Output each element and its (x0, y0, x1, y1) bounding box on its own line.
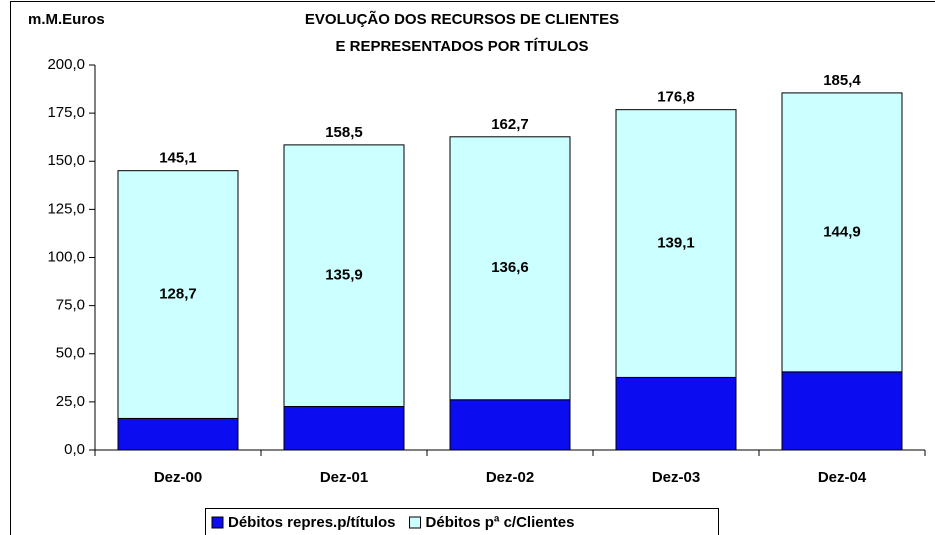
value-label: 128,7 (159, 286, 197, 303)
value-label: 136,6 (491, 259, 529, 276)
x-tick-label: Dez-00 (154, 469, 202, 486)
value-label: 144,9 (823, 223, 861, 240)
x-tick-label: Dez-02 (486, 469, 534, 486)
legend-swatch (409, 516, 422, 529)
value-label: 139,1 (657, 235, 695, 252)
chart-title: EVOLUÇÃO DOS RECURSOS DE CLIENTES (305, 10, 619, 28)
x-tick-label: Dez-03 (652, 469, 700, 486)
bar-segment (283, 144, 405, 407)
bar-segment (615, 376, 737, 451)
legend-label: Débitos pª c/Clientes (426, 514, 575, 531)
y-tick-label: 0,0 (64, 441, 85, 458)
chart-title: E REPRESENTADOS POR TÍTULOS (335, 38, 588, 55)
y-tick-label: 100,0 (47, 248, 85, 265)
bar-segment (449, 399, 571, 451)
x-tick-label: Dez-04 (818, 469, 867, 486)
y-tick-label: 200,0 (47, 56, 85, 73)
bar-segment (449, 136, 571, 401)
legend-swatch (211, 516, 224, 529)
y-tick-label: 175,0 (47, 104, 85, 121)
legend-label: Débitos repres.p/títulos (228, 514, 396, 531)
bar-segment (615, 109, 737, 378)
bar-segment (781, 92, 903, 373)
y-tick-label: 125,0 (47, 200, 85, 217)
y-axis-label: m.M.Euros (28, 11, 105, 28)
bar-segment (283, 405, 405, 451)
y-tick-label: 150,0 (47, 152, 85, 169)
total-label: 185,4 (823, 72, 861, 89)
total-label: 176,8 (657, 89, 695, 106)
bar-segment (117, 417, 239, 451)
chart-frame (10, 1, 935, 535)
total-label: 145,1 (159, 150, 197, 167)
total-label: 158,5 (325, 124, 363, 141)
legend-box (205, 508, 719, 535)
x-tick-label: Dez-01 (320, 469, 368, 486)
total-label: 162,7 (491, 116, 529, 133)
bar-segment (781, 371, 903, 451)
y-tick-label: 25,0 (56, 393, 85, 410)
y-tick-label: 50,0 (56, 345, 85, 362)
value-label: 135,9 (325, 267, 363, 284)
bar-segment (117, 170, 239, 419)
y-tick-label: 75,0 (56, 297, 85, 314)
